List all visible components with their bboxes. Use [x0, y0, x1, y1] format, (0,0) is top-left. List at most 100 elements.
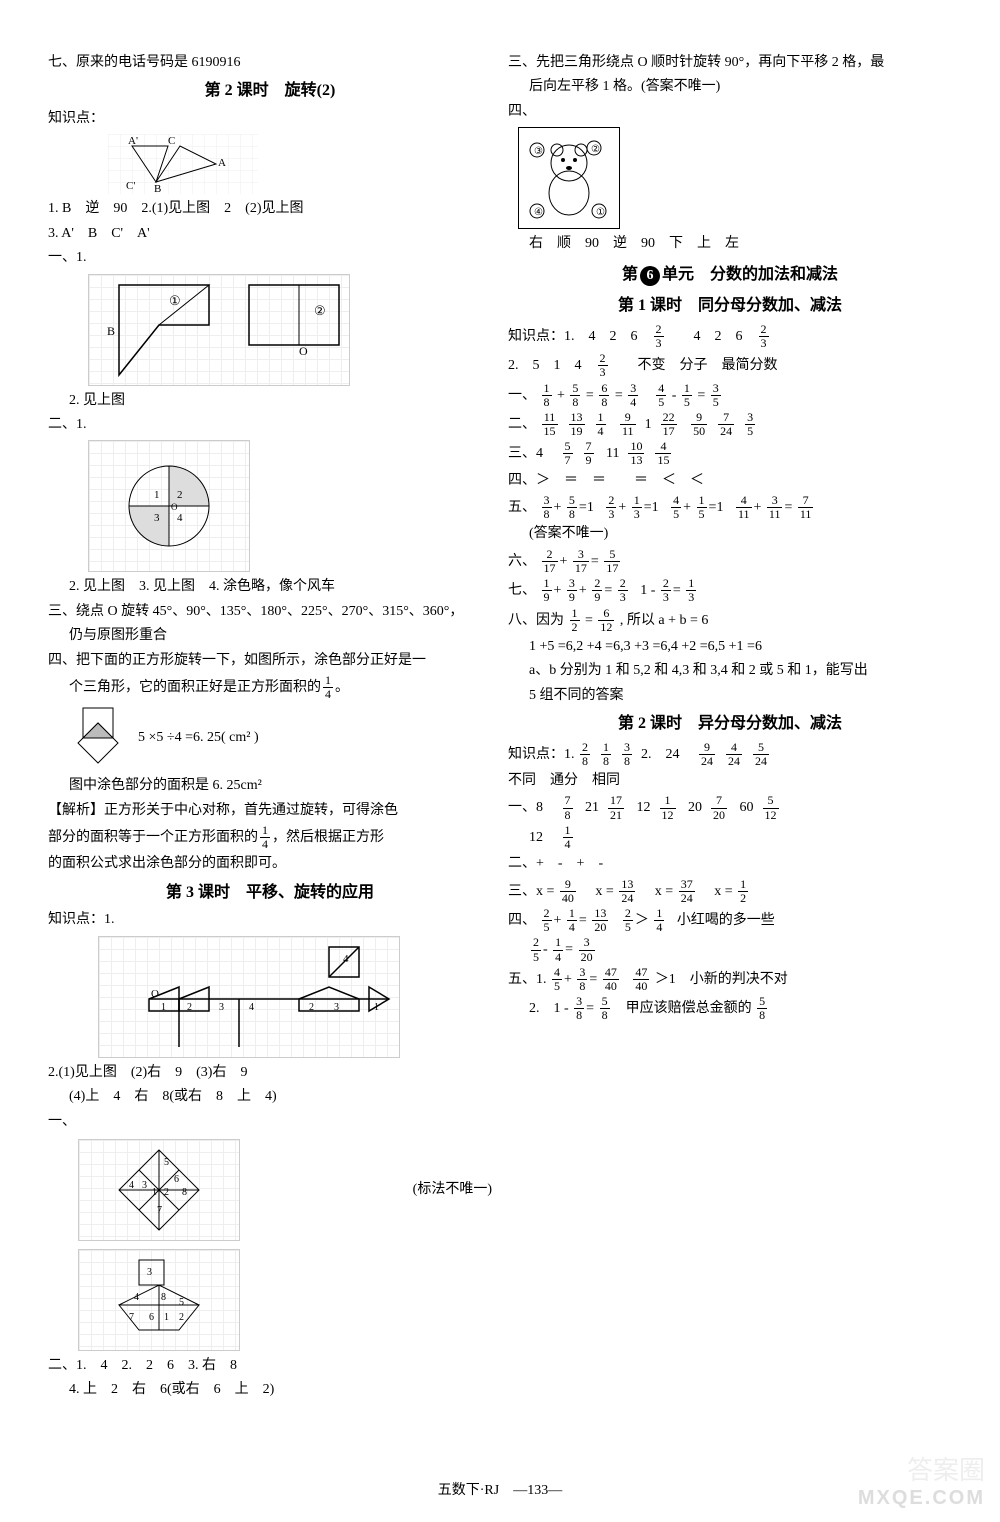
text: 1 +5 =6,2 +4 =6,3 +3 =6,4 +2 =6,5 +1 =6	[508, 636, 952, 658]
diagram-shapes-1: ① ② B O	[88, 274, 350, 386]
svg-text:4: 4	[249, 1002, 254, 1013]
text: 5 组不同的答案	[508, 685, 952, 707]
text: 3. A' B C' A'	[48, 223, 492, 245]
equation: 知识点：1. 28 18 38 2. 24 924 424 524	[508, 741, 952, 768]
lesson-title: 第 3 课时 平移、旋转的应用	[48, 880, 492, 906]
equation: 2. 1 - 38= 58 甲应该赔偿总金额的 58	[508, 995, 952, 1022]
text: 部分的面积等于一个正方形面积的14，然后根据正方形	[48, 824, 492, 851]
text: 知识点：1. 4 2 6 23 4 2 6 23	[508, 323, 952, 350]
lesson-title: 第 2 课时 旋转(2)	[48, 78, 492, 104]
svg-text:6: 6	[149, 1312, 154, 1323]
text: 图中涂色部分的面积是 6. 25cm²	[48, 775, 492, 797]
text: 4. 上 2 右 6(或右 6 上 2)	[48, 1379, 492, 1401]
equation: 七、 19+ 39+ 29= 23 1 - 23= 13	[508, 577, 952, 604]
equation: 四、 25+ 14= 1320 25＞ 14 小红喝的多一些	[508, 907, 952, 934]
text: 四、＞ ＝ ＝ ＝ ＜ ＜	[508, 470, 952, 492]
diagram-numbered-2: 3 4 8 5 7 6 1 2	[78, 1249, 240, 1351]
left-column: 七、原来的电话号码是 6190916 第 2 课时 旋转(2) 知识点： A' …	[40, 50, 500, 1492]
text: 个三角形，它的面积正好是正方形面积的14。	[48, 674, 492, 701]
equation: 25- 14= 320	[508, 936, 952, 963]
svg-text:4: 4	[177, 512, 183, 524]
svg-text:8: 8	[182, 1187, 187, 1198]
text: 知识点：1.	[48, 909, 492, 931]
svg-text:3: 3	[154, 512, 160, 524]
svg-text:6: 6	[174, 1174, 179, 1185]
text: 2. 见上图	[48, 390, 492, 412]
svg-text:B: B	[154, 183, 161, 194]
text: 2.(1)见上图 (2)右 9 (3)右 9	[48, 1062, 492, 1084]
svg-text:1: 1	[154, 489, 160, 501]
equation: 五、1. 45+ 38= 4740 4740 ＞1 小新的判决不对	[508, 966, 952, 993]
svg-text:C: C	[168, 135, 175, 147]
equation: 八、因为 12 = 612 , 所以 a + b = 6	[508, 607, 952, 634]
equation: 二、 1115 1319 14 911 1 2217 950 724 35	[508, 411, 952, 438]
text: 一、1.	[48, 247, 492, 269]
svg-text:7: 7	[157, 1205, 162, 1216]
diagram-windmill: 1 2 3 4 O	[88, 440, 250, 572]
svg-text:②: ②	[314, 303, 326, 318]
equation: 一、8 78 21 1721 12 112 20 720 60 512	[508, 794, 952, 821]
diagram-rotation-triangle: A' C C' B A	[108, 134, 258, 194]
diagram-bear: ③ ② ④ ①	[518, 127, 620, 229]
svg-text:B: B	[107, 324, 115, 338]
diagram-numbered-1: 5 6 4 3 1 2 8 7	[78, 1139, 240, 1241]
svg-text:①: ①	[169, 293, 181, 308]
svg-text:1: 1	[152, 1187, 157, 1198]
svg-text:1: 1	[161, 1002, 166, 1013]
text: 二、1. 4 2. 2 6 3. 右 8	[48, 1355, 492, 1377]
text: 2. 5 1 4 23 不变 分子 最简分数	[508, 352, 952, 379]
svg-text:③: ③	[534, 146, 543, 157]
text: (答案不唯一)	[508, 523, 952, 545]
equation: 五、 38+ 58=1 23+ 13=1 45+ 15=1 411+ 311= …	[508, 494, 952, 521]
svg-text:3: 3	[142, 1180, 147, 1191]
svg-text:5: 5	[179, 1297, 184, 1308]
svg-text:A': A'	[128, 135, 138, 147]
svg-text:2: 2	[164, 1187, 169, 1198]
watermark-url: MXQE.COM	[858, 1482, 985, 1514]
svg-text:1: 1	[374, 1002, 379, 1013]
text: 右 顺 90 逆 90 下 上 左	[508, 233, 952, 255]
text: 四、把下面的正方形旋转一下，如图所示，涂色部分正好是一	[48, 650, 492, 672]
text: 二、+ - + -	[508, 853, 952, 875]
right-column: 三、先把三角形绕点 O 顺时针旋转 90°，再向下平移 2 格，最 后向左平移 …	[500, 50, 960, 1492]
svg-text:O: O	[151, 988, 159, 1000]
diagram-square-rotation: 5 ×5 ÷4 =6. 25( cm² )	[68, 703, 492, 773]
text: (4)上 4 右 8(或右 8 上 4)	[48, 1086, 492, 1108]
svg-text:5: 5	[164, 1157, 169, 1168]
equation: 一、 18 + 58 = 68 = 34 45 - 15 = 35	[508, 382, 952, 409]
svg-text:2: 2	[177, 489, 183, 501]
text: 知识点：	[48, 108, 492, 130]
svg-text:O: O	[299, 344, 308, 358]
text: 【解析】正方形关于中心对称，首先通过旋转，可得涂色	[48, 800, 492, 822]
equation: 三、x = 940 x = 1324 x = 3724 x = 12	[508, 878, 952, 905]
equation: 六、 217+ 317= 517	[508, 548, 952, 575]
svg-text:8: 8	[161, 1292, 166, 1303]
text: 不同 通分 相同	[508, 770, 952, 792]
svg-text:A: A	[218, 157, 226, 169]
diagram-translate: 4 O 1 2 3 4 2 3 1	[98, 936, 400, 1058]
equation: 12 14	[508, 824, 952, 851]
text: 的面积公式求出涂色部分的面积即可。	[48, 853, 492, 875]
text: 二、1.	[48, 414, 492, 436]
page-footer: 五数下·RJ —133—	[0, 1480, 1000, 1502]
svg-text:2: 2	[187, 1002, 192, 1013]
text: 1. B 逆 90 2.(1)见上图 2 (2)见上图	[48, 198, 492, 220]
text: 一、	[48, 1111, 492, 1133]
equation: 三、4 57 79 11 1013 415	[508, 440, 952, 467]
svg-text:④: ④	[534, 207, 543, 218]
svg-text:2: 2	[179, 1312, 184, 1323]
svg-text:3: 3	[219, 1002, 224, 1013]
svg-text:1: 1	[164, 1312, 169, 1323]
svg-text:①: ①	[596, 207, 605, 218]
svg-text:4: 4	[129, 1180, 134, 1191]
lesson-title: 第 2 课时 异分母分数加、减法	[508, 711, 952, 737]
text: 2. 见上图 3. 见上图 4. 涂色略，像个风车	[48, 576, 492, 598]
svg-text:7: 7	[129, 1312, 134, 1323]
text: 七、原来的电话号码是 6190916	[48, 52, 492, 74]
svg-text:3: 3	[334, 1002, 339, 1013]
text: 四、	[508, 101, 952, 123]
svg-text:4: 4	[134, 1292, 139, 1303]
text: 三、绕点 O 旋转 45°、90°、135°、180°、225°、270°、31…	[48, 601, 492, 623]
text: (标法不唯一)	[413, 1179, 492, 1201]
svg-text:2: 2	[309, 1002, 314, 1013]
